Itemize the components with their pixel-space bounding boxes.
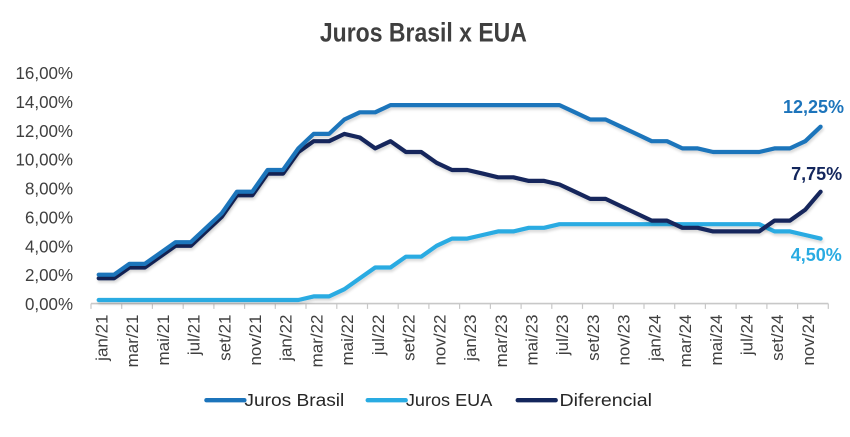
svg-text:mar/22: mar/22: [307, 315, 326, 368]
svg-text:mai/23: mai/23: [523, 315, 542, 366]
svg-text:Juros EUA: Juros EUA: [406, 390, 493, 410]
svg-text:nov/21: nov/21: [246, 315, 265, 366]
svg-text:set/23: set/23: [584, 315, 603, 361]
svg-text:4,50%: 4,50%: [791, 245, 842, 265]
svg-text:mai/21: mai/21: [154, 315, 173, 366]
svg-text:mar/23: mar/23: [492, 315, 511, 368]
svg-text:jul/21: jul/21: [185, 315, 204, 357]
svg-text:12,25%: 12,25%: [783, 97, 844, 117]
svg-text:14,00%: 14,00%: [16, 92, 74, 112]
svg-text:jul/22: jul/22: [369, 315, 388, 357]
svg-text:10,00%: 10,00%: [16, 150, 74, 170]
svg-text:12,00%: 12,00%: [16, 121, 74, 141]
svg-text:2,00%: 2,00%: [25, 265, 73, 285]
svg-text:set/24: set/24: [768, 315, 787, 361]
svg-text:16,00%: 16,00%: [16, 63, 74, 83]
svg-text:mar/21: mar/21: [123, 315, 142, 368]
svg-text:nov/22: nov/22: [430, 315, 449, 366]
svg-text:set/22: set/22: [400, 315, 419, 361]
svg-text:jan/24: jan/24: [645, 315, 664, 362]
svg-text:4,00%: 4,00%: [25, 236, 73, 256]
svg-text:6,00%: 6,00%: [25, 208, 73, 228]
svg-text:jul/23: jul/23: [553, 315, 572, 357]
svg-text:0,00%: 0,00%: [25, 294, 73, 314]
svg-text:mai/24: mai/24: [707, 315, 726, 366]
svg-text:mar/24: mar/24: [676, 315, 695, 368]
svg-text:Juros Brasil: Juros Brasil: [244, 390, 344, 410]
svg-text:Diferencial: Diferencial: [560, 390, 653, 410]
svg-text:jan/23: jan/23: [461, 315, 480, 362]
svg-text:mai/22: mai/22: [338, 315, 357, 366]
svg-text:set/21: set/21: [215, 315, 234, 361]
svg-text:Juros Brasil x EUA: Juros Brasil x EUA: [320, 17, 527, 47]
svg-text:nov/24: nov/24: [799, 315, 818, 366]
svg-text:jan/21: jan/21: [92, 315, 111, 362]
svg-text:8,00%: 8,00%: [25, 179, 73, 199]
svg-text:nov/23: nov/23: [615, 315, 634, 366]
svg-text:jan/22: jan/22: [277, 315, 296, 362]
svg-text:7,75%: 7,75%: [791, 164, 842, 184]
svg-text:jul/24: jul/24: [738, 315, 757, 357]
